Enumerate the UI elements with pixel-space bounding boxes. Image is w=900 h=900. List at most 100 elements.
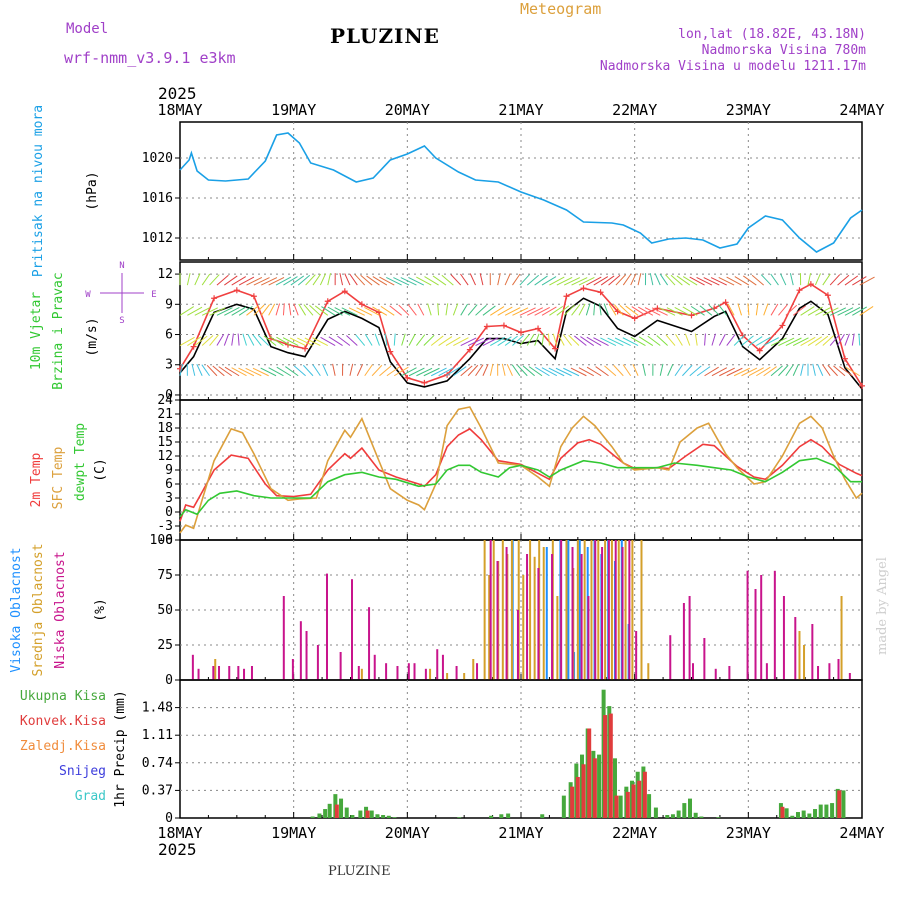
wind-arrow	[684, 333, 691, 346]
bar-niska	[299, 621, 302, 680]
wind-arrow	[785, 364, 794, 377]
station-title: PLUZINE	[330, 24, 440, 48]
wind-arrow	[260, 367, 277, 377]
wind-arrow	[302, 364, 314, 377]
bar-niska	[373, 654, 376, 680]
y-tick-label: 15	[157, 435, 173, 450]
wind-arrow	[682, 276, 698, 286]
wind-arrow	[201, 364, 210, 377]
day-label-bottom: 18MAY	[157, 824, 202, 842]
wind-arrow	[187, 306, 203, 316]
wind-arrow	[747, 303, 750, 316]
wind-arrow	[430, 335, 444, 346]
bar-ukupna-kisa	[682, 803, 687, 818]
wind-arrow	[453, 337, 469, 346]
wind-arrow	[497, 336, 512, 346]
panel-title: 10m Vjetar	[29, 292, 44, 370]
gust-marker	[631, 315, 638, 322]
bar-niska	[587, 596, 590, 680]
gust-marker	[421, 379, 428, 386]
precip-legend-item: Ukupna Kisa	[20, 689, 106, 704]
wind-arrow	[416, 367, 433, 377]
wind-arrow	[593, 276, 609, 286]
wind-arrow	[349, 273, 358, 286]
wind-arrow	[346, 335, 358, 346]
bar-ukupna-kisa	[807, 813, 812, 818]
wind-arrow	[837, 334, 845, 346]
wind-arrow	[423, 334, 435, 346]
wind-arrow	[719, 367, 735, 377]
bar-niska	[291, 659, 294, 680]
bar-srednja	[492, 540, 495, 680]
wind-arrow	[209, 274, 220, 286]
wind-arrow	[630, 273, 637, 286]
wind-arrow	[851, 333, 855, 346]
day-label-bottom: 21MAY	[498, 824, 543, 842]
day-label-bottom: 23MAY	[726, 824, 771, 842]
bar-niska	[505, 547, 508, 680]
wind-arrow	[586, 336, 602, 346]
series-line-dewpt-temp	[179, 457, 862, 518]
bar-ukupna-kisa	[676, 810, 681, 818]
wind-arrow	[372, 306, 388, 316]
wind-arrow	[497, 306, 513, 316]
bar-niska	[571, 547, 574, 680]
wind-arrow	[276, 336, 292, 346]
wind-arrow	[630, 336, 646, 346]
wind-arrow	[647, 335, 661, 346]
wind-arrow	[689, 365, 702, 377]
wind-arrow	[237, 333, 240, 346]
bar-ukupna-kisa	[618, 795, 623, 818]
wind-arrow	[187, 336, 202, 346]
bar-srednja	[590, 540, 593, 680]
y-tick-label: 0	[165, 673, 173, 688]
wind-arrow	[859, 305, 874, 316]
wind-arrow	[756, 336, 771, 346]
wind-arrow	[416, 276, 432, 286]
bar-ukupna-kisa	[653, 807, 658, 818]
wind-arrow	[637, 273, 642, 286]
wind-arrow	[839, 366, 853, 377]
wind-arrow	[489, 363, 494, 376]
wind-arrow	[344, 273, 351, 286]
wind-arrow	[598, 303, 602, 316]
bar-niska	[628, 540, 631, 680]
day-label-top: 18MAY	[157, 101, 202, 119]
bar-niska	[828, 663, 831, 680]
wind-arrow	[231, 306, 247, 316]
wind-arrow	[327, 273, 331, 286]
compass-west: W	[85, 290, 91, 300]
panel-subtitle: Brzina i Pravac	[51, 272, 66, 389]
panel-precipitation: 0 0.37 0.74 1.11 1.48 Ukupna Kisa Konvek.Kisa Z…	[20, 679, 863, 826]
wind-arrow	[763, 366, 777, 377]
day-label-top: 20MAY	[385, 101, 430, 119]
wind-arrow	[541, 276, 557, 286]
bar-niska	[782, 596, 785, 680]
wind-arrow	[556, 276, 573, 286]
wind-arrow	[438, 367, 454, 377]
wind-arrow	[194, 273, 201, 286]
wind-arrow	[600, 337, 617, 346]
compass-east: E	[151, 290, 156, 300]
wind-arrow	[283, 276, 298, 286]
bar-konvek-kisa	[587, 728, 592, 818]
bar-ukupna-kisa	[489, 815, 494, 818]
wind-arrow	[319, 273, 327, 286]
bar-niska	[688, 596, 691, 680]
wind-arrow	[216, 274, 229, 286]
bar-konvek-kisa	[642, 771, 647, 818]
bar-niska	[496, 561, 499, 680]
year-top: 2025	[158, 84, 197, 103]
wind-arrow	[305, 274, 316, 286]
credit-label: made by Angel	[875, 557, 890, 655]
wind-arrow	[665, 334, 676, 346]
wind-arrow	[372, 276, 388, 286]
wind-arrow	[332, 363, 336, 376]
wind-arrow	[245, 367, 262, 377]
panel-label3: Niska Oblacnost	[53, 551, 68, 668]
y-axis-label: (C)	[93, 458, 108, 481]
bar-visoka	[578, 540, 581, 680]
wind-arrow	[349, 363, 354, 376]
